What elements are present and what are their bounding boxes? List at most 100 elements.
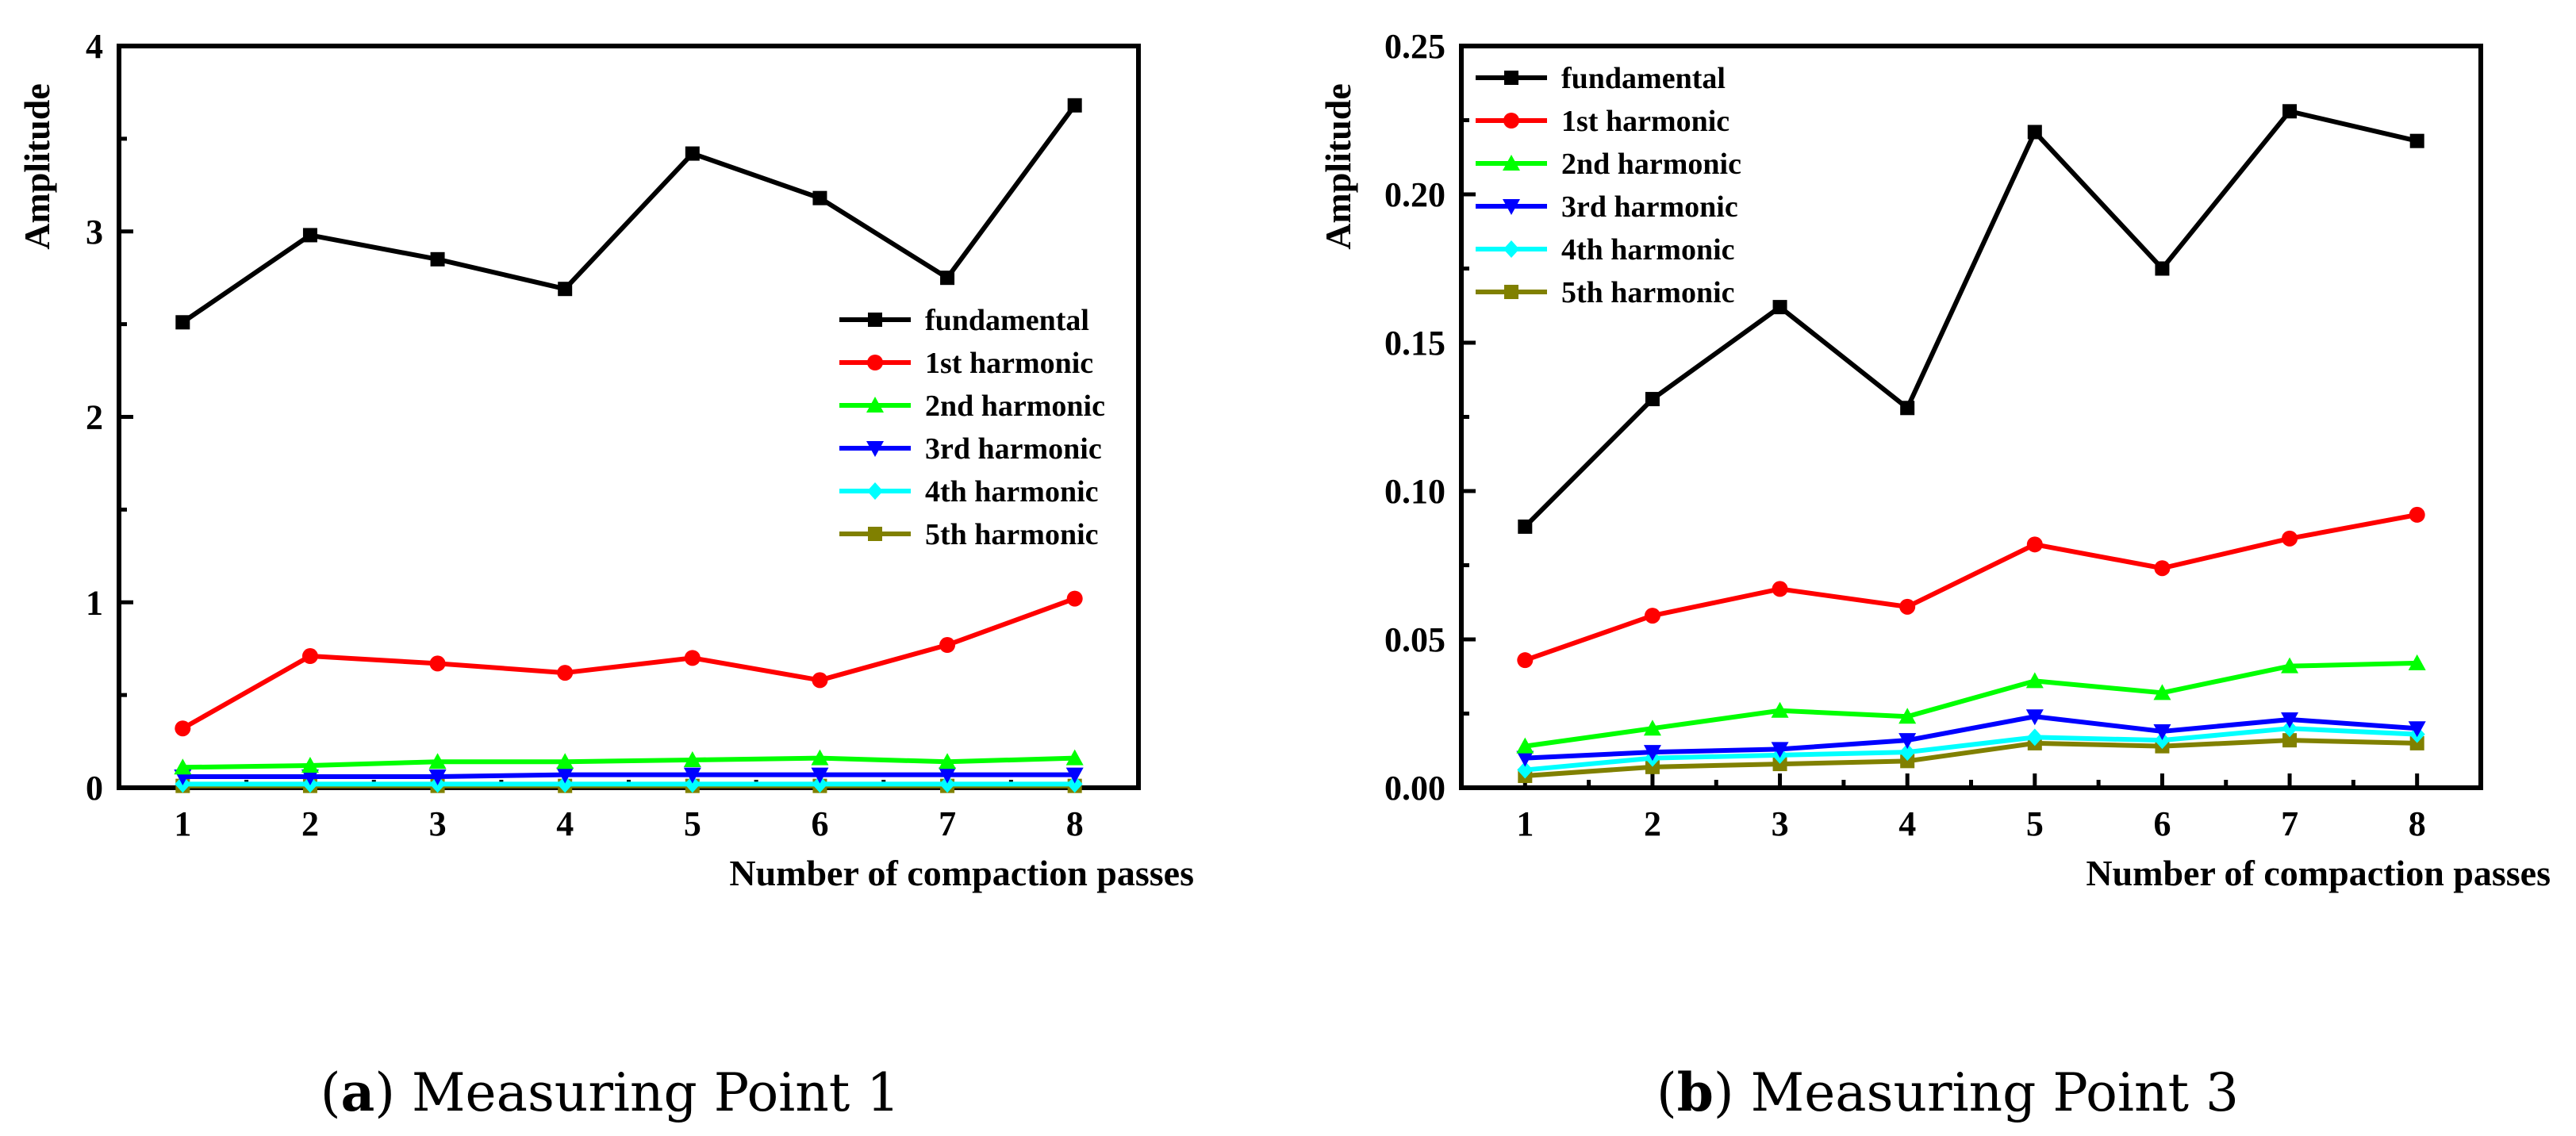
data-point-2nd-harmonic — [1516, 737, 1534, 754]
data-point-2nd-harmonic — [683, 750, 701, 767]
data-point-4th-harmonic — [557, 775, 574, 793]
y-tick-label: 0 — [86, 769, 103, 808]
data-point-3rd-harmonic — [1771, 742, 1789, 758]
data-point-1st-harmonic — [684, 650, 701, 666]
legend-entry-5th-harmonic: 5th harmonic — [839, 518, 1099, 551]
legend-label: 2nd harmonic — [1561, 148, 1741, 181]
data-point-3rd-harmonic — [1516, 750, 1534, 767]
series-line-fundamental — [1523, 109, 2418, 529]
data-point-1st-harmonic — [1644, 608, 1660, 624]
x-tick-label: 8 — [1066, 804, 1084, 843]
data-point-4th-harmonic — [684, 775, 701, 793]
legend-entry-3rd-harmonic: 3rd harmonic — [1476, 190, 1738, 224]
panel-a-caption: (a) Measuring Point 1 — [321, 1061, 900, 1123]
legend-label: 3rd harmonic — [1561, 190, 1738, 224]
data-point-fundamental — [2282, 104, 2298, 119]
y-tick-label: 0.15 — [1384, 324, 1445, 363]
data-point-3rd-harmonic — [811, 767, 829, 784]
legend-entry-4th-harmonic: 4th harmonic — [839, 475, 1099, 509]
data-point-3rd-harmonic — [1643, 745, 1661, 762]
data-point-2nd-harmonic — [2025, 672, 2044, 689]
series-3rd-harmonic — [1516, 709, 2426, 767]
legend-label: 2nd harmonic — [925, 390, 1105, 423]
panel-b-x-axis-title: Number of compaction passes — [2086, 853, 2551, 893]
data-point-1st-harmonic — [1899, 598, 1916, 615]
data-point-fundamental — [940, 271, 955, 286]
legend-marker — [1503, 113, 1519, 129]
data-point-1st-harmonic — [812, 672, 828, 689]
legend-label: 4th harmonic — [1561, 233, 1735, 267]
data-point-2nd-harmonic — [556, 753, 574, 769]
data-point-3rd-harmonic — [683, 767, 701, 784]
data-point-2nd-harmonic — [301, 756, 319, 773]
series-2nd-harmonic — [174, 749, 1084, 775]
series-line-5th-harmonic — [1525, 738, 2417, 779]
legend-label: 5th harmonic — [925, 518, 1099, 551]
legend-label: fundamental — [925, 304, 1089, 337]
panel-a: 1 2 3 4 5 6 7 8 0 1 2 3 4 Amplitude Number of compac… — [17, 27, 1194, 1123]
legend-entry-1st-harmonic: 1st harmonic — [839, 347, 1093, 380]
x-tick-label: 8 — [2409, 804, 2426, 843]
series-line-1st-harmonic — [181, 596, 1076, 731]
y-tick-label: 0.05 — [1384, 620, 1445, 659]
data-point-1st-harmonic — [2282, 530, 2298, 547]
x-tick-label: 3 — [1772, 804, 1789, 843]
x-tick-label: 5 — [684, 804, 701, 843]
legend-label: fundamental — [1561, 62, 1726, 95]
data-point-1st-harmonic — [2154, 560, 2171, 577]
x-tick-label: 3 — [429, 804, 447, 843]
x-tick-label: 5 — [2026, 804, 2044, 843]
data-point-2nd-harmonic — [939, 753, 957, 769]
series-fundamental — [1518, 104, 2424, 534]
data-point-fundamental — [2155, 261, 2170, 276]
y-tick-label: 0.00 — [1384, 769, 1445, 808]
series-3rd-harmonic — [174, 767, 1084, 785]
series-line-2nd-harmonic — [1524, 660, 2417, 749]
data-point-2nd-harmonic — [2281, 657, 2299, 674]
legend-marker — [868, 527, 882, 541]
data-point-5th-harmonic — [2282, 733, 2298, 748]
legend-entry-4th-harmonic: 4th harmonic — [1476, 233, 1735, 267]
y-tick-label: 3 — [86, 213, 103, 251]
data-point-1st-harmonic — [939, 637, 956, 654]
data-point-3rd-harmonic — [939, 767, 957, 784]
panel-b-caption: (b) Measuring Point 3 — [1657, 1061, 2239, 1123]
panel-b-series — [1516, 104, 2426, 784]
series-line-4th-harmonic — [1525, 726, 2417, 773]
data-point-2nd-harmonic — [1771, 701, 1789, 718]
data-point-1st-harmonic — [1772, 581, 1788, 597]
series-2nd-harmonic — [1516, 654, 2426, 754]
y-tick-label: 4 — [86, 27, 103, 66]
x-tick-label: 6 — [811, 804, 828, 843]
data-point-4th-harmonic — [1066, 775, 1083, 793]
data-point-4th-harmonic — [2282, 720, 2298, 738]
legend-entry-3rd-harmonic: 3rd harmonic — [839, 432, 1102, 466]
data-point-3rd-harmonic — [2281, 712, 2299, 728]
data-point-2nd-harmonic — [1898, 708, 1917, 724]
x-tick-label: 1 — [174, 804, 191, 843]
legend-entry-fundamental: fundamental — [839, 304, 1089, 337]
data-point-2nd-harmonic — [1643, 720, 1661, 736]
data-point-3rd-harmonic — [2408, 721, 2426, 738]
data-point-fundamental — [558, 282, 573, 297]
panel-b-legend: fundamental 1st harmonic 2nd harmonic 3rd h… — [1476, 62, 1741, 309]
series-line-3rd-harmonic — [1525, 714, 2417, 761]
data-point-4th-harmonic — [939, 775, 956, 793]
x-tick-label: 4 — [556, 804, 574, 843]
data-point-fundamental — [175, 315, 190, 330]
panel-b: 1 2 3 4 5 6 7 8 0.00 0.05 0.10 0.15 0.20 0.25 Amplitu… — [1318, 27, 2551, 1123]
series-1st-harmonic — [175, 590, 1083, 737]
data-point-1st-harmonic — [2409, 506, 2425, 523]
legend-label: 1st harmonic — [1561, 105, 1729, 138]
data-point-1st-harmonic — [557, 665, 574, 681]
panel-b-caption-title: Measuring Point 3 — [1751, 1062, 2239, 1123]
data-point-2nd-harmonic — [428, 753, 447, 769]
x-tick-label: 6 — [2153, 804, 2171, 843]
series-line-3rd-harmonic — [182, 772, 1075, 779]
legend-marker — [1504, 285, 1518, 299]
data-point-5th-harmonic — [1772, 757, 1787, 772]
data-point-2nd-harmonic — [174, 758, 192, 775]
legend-marker — [866, 397, 884, 413]
data-point-2nd-harmonic — [1065, 749, 1084, 766]
data-point-3rd-harmonic — [428, 769, 447, 785]
